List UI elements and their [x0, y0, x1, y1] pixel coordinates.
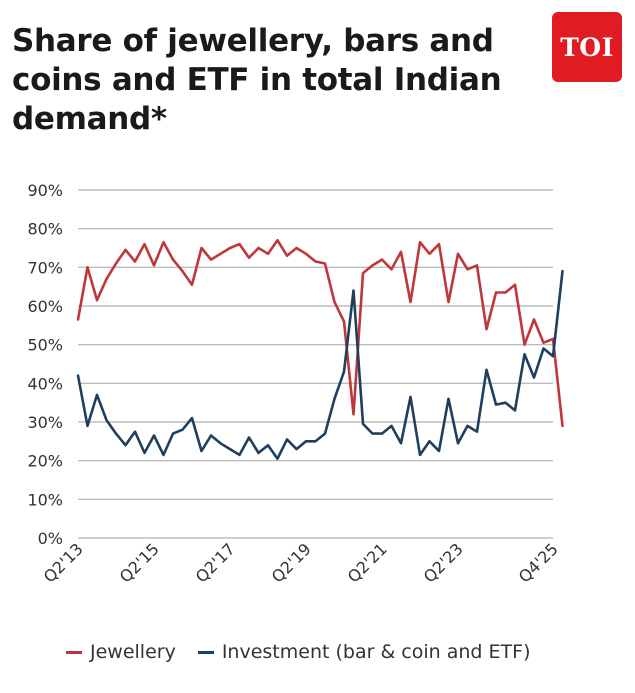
x-tick-label: Q4'25: [515, 539, 562, 586]
legend-item-jewellery: Jewellery: [66, 641, 176, 663]
x-tick-label: Q2'23: [420, 539, 467, 586]
x-tick-label: Q2'19: [268, 539, 315, 586]
y-tick-label: 20%: [27, 452, 63, 471]
y-axis-ticks: 0% 10% 20% 30% 40% 50% 60% 70% 80% 90%: [27, 181, 63, 548]
y-tick-label: 0%: [38, 529, 63, 548]
series-lines: [76, 239, 564, 461]
y-tick-label: 60%: [27, 297, 63, 316]
legend-item-investment: Investment (bar & coin and ETF): [197, 641, 531, 663]
y-tick-label: 80%: [27, 220, 63, 239]
legend-swatch-investment: [197, 650, 214, 654]
x-axis-ticks: Q2'13 Q2'15 Q2'17 Q2'19 Q2'21 Q2'23 Q4'25: [40, 539, 562, 586]
legend: Jewellery Investment (bar & coin and ETF…: [66, 638, 552, 666]
gridlines: [78, 189, 553, 539]
x-tick-label: Q2'17: [192, 539, 239, 586]
y-tick-label: 10%: [27, 490, 63, 509]
y-tick-label: 90%: [27, 181, 63, 200]
toi-logo: TOI: [552, 12, 622, 82]
chart-title: Share of jewellery, bars and coins and E…: [12, 23, 502, 137]
legend-label-investment: Investment (bar & coin and ETF): [221, 641, 531, 663]
logo-text: TOI: [560, 32, 614, 62]
x-tick-label: Q2'21: [344, 539, 391, 586]
legend-swatch-jewellery: [66, 650, 82, 654]
y-tick-label: 30%: [27, 413, 63, 432]
y-tick-label: 40%: [27, 374, 63, 393]
line-chart: 0%10%20%30%40%50%60%70%80%90% Q2'13 Q2'15…: [27, 181, 564, 586]
legend-label-jewellery: Jewellery: [90, 641, 176, 663]
series-line-jewellery: [76, 239, 564, 428]
series-line-investment: [76, 269, 564, 461]
x-tick-label: Q2'15: [116, 539, 163, 586]
y-tick-label: 70%: [27, 258, 63, 277]
y-tick-label: 50%: [27, 336, 63, 355]
